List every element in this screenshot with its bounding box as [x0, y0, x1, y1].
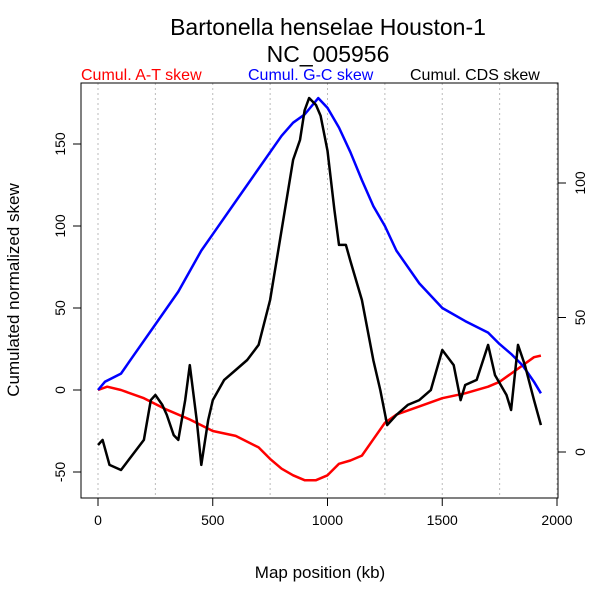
plot-frame: [80, 82, 559, 499]
chart-subtitle: NC_005956: [267, 41, 390, 67]
x-tick-label: 0: [94, 512, 102, 528]
legend-at-skew: Cumul. A-T skew: [81, 67, 202, 84]
x-tick-label: 500: [201, 512, 225, 528]
y-left-tick-label: 50: [52, 300, 68, 316]
series-line-cumul-cds-skew: [97, 96, 543, 472]
x-tick-label: 1500: [427, 512, 458, 528]
series-line-cumul-a-t-skew: [97, 354, 542, 482]
y-right-tick-label: 100: [572, 171, 588, 195]
y-axis-label: Cumulated normalized skew: [4, 183, 23, 397]
y-left-tick-label: 150: [52, 132, 68, 156]
legend-gc-skew: Cumul. G-C skew: [248, 67, 374, 84]
series-line-cumul-g-c-skew: [97, 96, 542, 394]
y-right-tick-label: 50: [572, 310, 588, 326]
chart-title: Bartonella henselae Houston-1: [170, 14, 486, 40]
x-axis-label: Map position (kb): [255, 563, 385, 582]
x-tick-label: 2000: [541, 512, 572, 528]
y-right-tick-label: 0: [572, 448, 588, 456]
y-left-tick-label: 100: [52, 214, 68, 238]
y-left-tick-label: -50: [52, 462, 68, 482]
x-tick-label: 1000: [312, 512, 343, 528]
legend-cds-skew: Cumul. CDS skew: [410, 67, 540, 84]
y-left-tick-label: 0: [52, 386, 68, 394]
